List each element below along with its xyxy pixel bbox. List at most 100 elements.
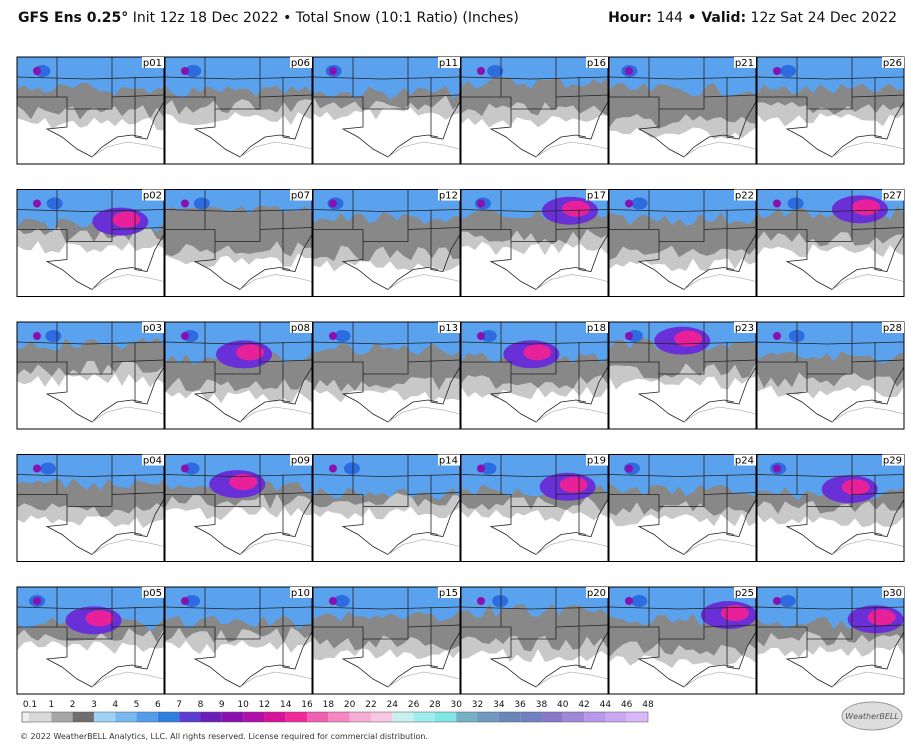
state-line	[430, 209, 460, 272]
state-line	[874, 607, 904, 670]
snow-purple	[329, 199, 337, 208]
coast	[387, 141, 460, 158]
colorbar-label: 28	[429, 700, 441, 710]
state-line	[134, 474, 164, 537]
label-box	[734, 189, 756, 201]
panel-label: p14	[439, 456, 458, 467]
snow-blue-dark	[185, 65, 202, 77]
valid-info: Hour: 144 • Valid: 12z Sat 24 Dec 2022	[608, 10, 897, 26]
colorbar-label: 14	[280, 700, 292, 710]
state-line	[874, 77, 904, 140]
state-line	[757, 492, 904, 507]
state-line	[17, 624, 164, 640]
colorbar-cell	[605, 712, 627, 722]
snow-blue-dark	[184, 595, 201, 607]
map-panel: p27	[756, 189, 905, 297]
snow-purple	[773, 332, 781, 340]
snow-blue-dark	[39, 462, 56, 475]
snow-purple	[477, 332, 485, 340]
state-line	[282, 209, 312, 272]
snow-purple	[477, 464, 485, 473]
snow-blue-dark	[334, 330, 351, 342]
map-panel: p11	[312, 56, 461, 165]
panel-label: p18	[587, 323, 606, 334]
panel-border	[608, 321, 757, 430]
panel-border	[312, 454, 461, 562]
colorbar-label: 18	[323, 700, 335, 710]
title: GFS Ens 0.25° Init 12z 18 Dec 2022 • Tot…	[18, 10, 519, 26]
state-line	[637, 374, 735, 423]
panel-border	[756, 454, 905, 562]
colorbar-label: 38	[536, 700, 548, 710]
state-line	[341, 241, 439, 290]
state-line	[489, 639, 587, 688]
snow-purple	[329, 464, 337, 473]
coast	[535, 141, 608, 158]
snow-blue	[609, 189, 756, 226]
snow-pink	[85, 610, 114, 627]
map-panel: p29	[756, 454, 905, 562]
state-line	[193, 506, 291, 555]
map-field	[313, 587, 460, 694]
state-line	[726, 607, 756, 670]
snow-blue	[17, 454, 164, 491]
map-field	[165, 57, 312, 164]
state-line	[17, 492, 164, 507]
label-box	[734, 587, 756, 598]
state-line	[461, 341, 608, 345]
state-line	[17, 359, 164, 375]
colorbar-cap	[21, 711, 31, 723]
colorbar-cell	[285, 712, 308, 722]
colorbar-label: 40	[557, 700, 569, 710]
panel-border	[312, 56, 461, 165]
label-box	[438, 189, 460, 201]
colorbar-cell	[349, 712, 371, 722]
snow-blue-dark	[787, 197, 804, 210]
state-line	[193, 639, 291, 688]
snow-purple	[625, 67, 633, 75]
state-line	[757, 76, 904, 80]
coast	[683, 141, 756, 158]
state-line	[17, 76, 164, 80]
map-panel: p09	[164, 454, 313, 562]
snow-blue	[461, 57, 608, 89]
snow-blue-dark	[480, 462, 497, 475]
panel-label: p10	[291, 588, 310, 599]
state-line	[430, 474, 460, 537]
map-panel: p05	[16, 586, 165, 695]
product: • Total Snow (10:1 Ratio) (Inches)	[283, 10, 519, 26]
coast	[91, 406, 164, 423]
panel-border	[608, 189, 757, 297]
label-box	[882, 189, 904, 201]
coast	[831, 539, 904, 555]
snow-purple	[181, 67, 189, 75]
panel-label: p27	[883, 191, 902, 202]
state-line	[461, 359, 608, 375]
panel-label: p22	[735, 191, 754, 202]
label-box	[438, 454, 460, 466]
label-box	[882, 322, 904, 333]
map-field	[17, 57, 164, 164]
state-line	[874, 209, 904, 272]
state-line	[313, 359, 460, 375]
label-box	[142, 322, 164, 333]
map-field	[757, 454, 904, 562]
state-line	[341, 506, 439, 555]
map-field	[313, 322, 460, 429]
state-line	[341, 374, 439, 423]
colorbar-label: 4	[112, 700, 118, 710]
map-field	[17, 454, 164, 562]
map-field	[757, 57, 904, 164]
colorbar-label: 12	[259, 700, 270, 710]
colorbar-cell	[626, 712, 648, 722]
state-line	[461, 606, 608, 610]
state-line	[757, 209, 904, 212]
panel-border	[16, 454, 165, 562]
colorbar-label: 8	[198, 700, 204, 710]
map-field	[461, 587, 608, 694]
map-panel: p20	[460, 586, 609, 695]
state-line	[193, 374, 291, 423]
state-line	[313, 624, 460, 640]
state-line	[45, 506, 143, 555]
panel-label: p05	[143, 588, 162, 599]
